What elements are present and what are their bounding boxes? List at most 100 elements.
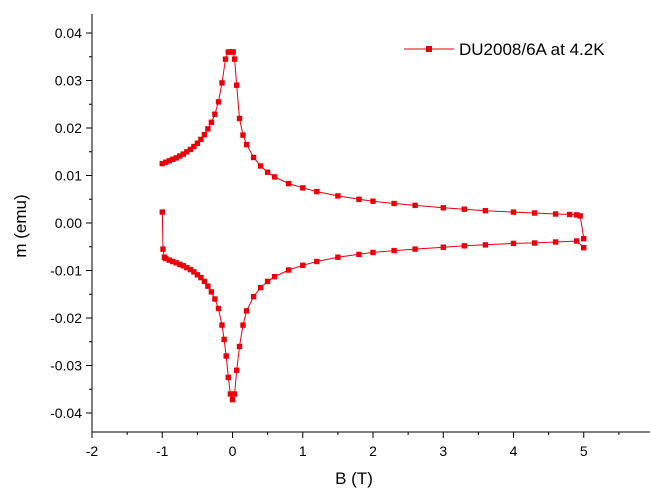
y-tick-label: -0.04 (50, 405, 82, 421)
x-tick-label: -1 (156, 443, 169, 459)
legend: DU2008/6A at 4.2K (404, 40, 605, 59)
data-point-upper (173, 155, 179, 161)
data-point-lower (191, 269, 197, 275)
data-point-lower (531, 240, 538, 246)
x-axis-ticks: -2 -1 0 1 2 3 4 5 (86, 432, 620, 459)
data-point-upper (166, 158, 172, 164)
data-point-upper (212, 111, 218, 117)
data-point-upper (198, 136, 204, 143)
data-point-lower (159, 209, 165, 215)
x-tick-label: 1 (299, 443, 307, 459)
x-axis-title: B (T) (335, 469, 373, 488)
data-point-lower (271, 274, 278, 280)
data-point-lower (314, 258, 320, 265)
data-point-lower (221, 336, 227, 343)
data-point-upper (231, 56, 238, 62)
data-point-upper (286, 180, 292, 187)
data-point-lower (412, 246, 418, 252)
legend-label: DU2008/6A at 4.2K (459, 40, 605, 59)
data-point-upper (531, 210, 538, 216)
axes (91, 14, 650, 433)
data-point-lower (257, 284, 264, 291)
data-point-lower (180, 263, 186, 269)
data-point-lower (160, 246, 166, 252)
data-point-upper (215, 99, 222, 105)
data-point-upper (335, 193, 341, 199)
data-point-upper (184, 149, 190, 155)
data-point-lower (177, 261, 183, 267)
data-point-lower (391, 247, 397, 254)
data-point-upper (230, 49, 236, 55)
y-tick-label: 0.04 (55, 25, 82, 41)
y-tick-label: -0.03 (50, 358, 82, 374)
series-layer (159, 49, 587, 403)
data-point-lower (461, 243, 467, 249)
data-point-upper (300, 185, 306, 191)
x-tick-label: 0 (229, 443, 237, 459)
y-tick-label: 0.00 (55, 215, 82, 231)
data-point-upper (191, 143, 197, 150)
data-point-lower (264, 278, 271, 285)
data-point-lower (173, 260, 179, 266)
series-line-lower (161, 212, 585, 402)
data-point-lower (234, 367, 240, 373)
data-point-upper (461, 206, 467, 212)
y-tick-label: -0.02 (50, 310, 82, 326)
data-point-lower (225, 374, 231, 381)
data-point-lower (163, 255, 169, 262)
x-tick-label: 4 (510, 443, 518, 459)
data-point-lower (300, 262, 306, 268)
data-point-lower (229, 397, 236, 403)
data-point-lower (231, 391, 238, 397)
data-point-upper (577, 213, 583, 219)
data-point-lower (223, 353, 229, 359)
data-point-upper (440, 205, 446, 211)
data-point-lower (227, 391, 234, 397)
series-line-upper (162, 51, 585, 239)
data-point-lower (201, 278, 208, 285)
data-point-lower (482, 242, 489, 248)
data-point-upper (314, 188, 320, 195)
data-point-upper (208, 119, 215, 125)
data-point-upper (574, 212, 580, 218)
y-tick-label: 0.03 (55, 73, 82, 89)
data-point-upper (201, 132, 208, 138)
data-point-lower (440, 244, 446, 250)
data-point-upper (243, 141, 250, 148)
data-point-upper (205, 126, 211, 132)
data-point-lower (205, 283, 211, 289)
data-point-upper (159, 160, 165, 167)
data-point-lower (219, 322, 225, 328)
data-point-upper (510, 209, 517, 215)
data-point-lower (166, 257, 172, 263)
data-point-lower (212, 296, 218, 302)
data-point-upper (240, 132, 246, 138)
data-point-upper (194, 140, 201, 146)
y-axis-ticks: -0.04 -0.03 -0.02 -0.01 0.00 0.01 0.02 0.03 0.04 (50, 25, 92, 421)
data-point-lower (187, 266, 194, 273)
data-point-lower (552, 239, 559, 245)
data-point-lower (240, 322, 246, 328)
data-point-upper (370, 198, 376, 204)
data-point-upper (412, 202, 418, 209)
data-point-upper (187, 146, 194, 153)
data-point-upper (236, 115, 243, 122)
data-point-lower (236, 343, 243, 350)
x-tick-label: -2 (86, 443, 99, 459)
data-point-upper (177, 153, 183, 159)
data-point-upper (482, 208, 489, 214)
x-tick-label: 3 (439, 443, 447, 459)
data-point-lower (208, 289, 215, 295)
legend-marker (426, 46, 432, 52)
data-point-upper (567, 211, 573, 218)
data-point-upper (180, 151, 186, 157)
x-tick-label: 5 (580, 443, 588, 459)
data-point-upper (222, 56, 229, 62)
data-point-upper (250, 154, 257, 161)
data-point-lower (574, 238, 580, 244)
data-point-lower (335, 254, 341, 260)
data-point-upper (271, 174, 278, 180)
data-point-lower (194, 272, 201, 278)
data-point-lower (215, 305, 222, 312)
y-tick-label: 0.02 (55, 120, 82, 136)
